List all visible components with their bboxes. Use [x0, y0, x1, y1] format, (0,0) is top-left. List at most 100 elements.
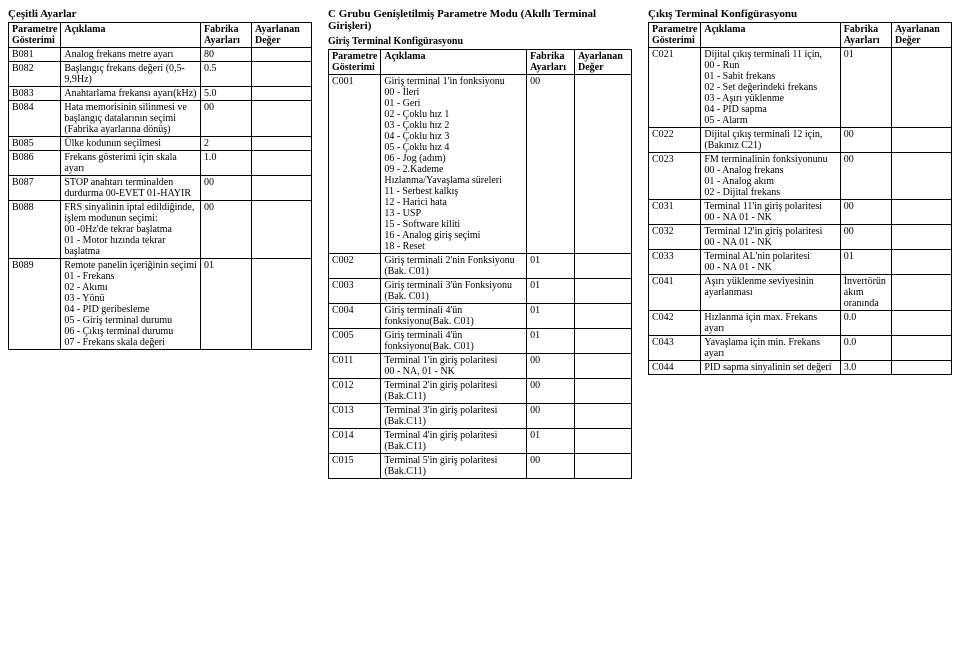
cell-param: C001	[329, 75, 381, 254]
cell-desc: Terminal 3'in giriş polaritesi (Bak.C11)	[381, 404, 527, 429]
cell-ayarlanan	[251, 62, 311, 87]
cell-fabrika: 01	[527, 304, 575, 329]
cell-desc: Dijital çıkış terminali 12 için, (Bakını…	[701, 128, 840, 153]
cell-param: C044	[649, 361, 701, 375]
table-row: C013Terminal 3'in giriş polaritesi (Bak.…	[329, 404, 632, 429]
table-row: C001Giriş terminal 1'in fonksiyonu00 - İ…	[329, 75, 632, 254]
col-cikis-terminal: Çıkış Terminal Konfigürasyonu Parametre …	[648, 8, 952, 479]
cell-desc: STOP anahtarı terminalden durdurma 00-EV…	[61, 176, 201, 201]
table-row: C011Terminal 1'in giriş polaritesi00 - N…	[329, 354, 632, 379]
cell-param: C004	[329, 304, 381, 329]
cell-desc: Giriş terminali 3'ün Fonksiyonu (Bak. C0…	[381, 279, 527, 304]
cell-param: C002	[329, 254, 381, 279]
cell-param: B087	[9, 176, 61, 201]
cell-fabrika: 01	[840, 48, 891, 128]
cell-param: C012	[329, 379, 381, 404]
th-aciklama: Açıklama	[701, 23, 840, 48]
cell-fabrika: 00	[840, 153, 891, 200]
th-param: Parametre Gösterimi	[649, 23, 701, 48]
cell-param: C041	[649, 275, 701, 311]
th-fabrika: Fabrika Ayarları	[527, 50, 575, 75]
cell-desc: Remote panelin içeriğinin seçimi01 - Fre…	[61, 259, 201, 350]
th-fabrika: Fabrika Ayarları	[201, 23, 252, 48]
cell-ayarlanan	[892, 200, 952, 225]
cell-ayarlanan	[892, 311, 952, 336]
cell-fabrika: 01	[527, 329, 575, 354]
cell-ayarlanan	[892, 153, 952, 200]
cell-param: C013	[329, 404, 381, 429]
cell-param: C033	[649, 250, 701, 275]
cell-fabrika: 0.5	[201, 62, 252, 87]
cell-ayarlanan	[892, 250, 952, 275]
table-row: C031Terminal 11'in giriş polaritesi00 - …	[649, 200, 952, 225]
table-row: C043Yavaşlama için min. Frekans ayarı0.0	[649, 336, 952, 361]
cell-desc: Aşırı yüklenme seviyesinin ayarlanması	[701, 275, 840, 311]
cell-desc: Hızlanma için max. Frekans ayarı	[701, 311, 840, 336]
table-row: C012Terminal 2'in giriş polaritesi (Bak.…	[329, 379, 632, 404]
cell-desc: Giriş terminali 4'ün fonksiyonu(Bak. C01…	[381, 329, 527, 354]
table-row: B086Frekans gösterimi için skala ayarı1.…	[9, 151, 312, 176]
cell-fabrika: 00	[201, 101, 252, 137]
cell-fabrika: 00	[527, 454, 575, 479]
cell-ayarlanan	[892, 361, 952, 375]
table1-head: Parametre Gösterimi Açıklama Fabrika Aya…	[9, 23, 312, 48]
cell-ayarlanan	[892, 128, 952, 153]
col-cesitli-ayarlar: Çeşitli Ayarlar Parametre Gösterimi Açık…	[8, 8, 312, 479]
col2-subtitle: Giriş Terminal Konfigürasyonu	[328, 36, 632, 47]
cell-desc: FM terminalinin fonksiyonunu00 - Analog …	[701, 153, 840, 200]
cell-fabrika: 1.0	[201, 151, 252, 176]
th-ayarlanan: Ayarlanan Değer	[251, 23, 311, 48]
cell-desc: Giriş terminal 1'in fonksiyonu00 - İleri…	[381, 75, 527, 254]
table-row: C003Giriş terminali 3'ün Fonksiyonu (Bak…	[329, 279, 632, 304]
cell-ayarlanan	[892, 275, 952, 311]
cell-fabrika: 00	[201, 176, 252, 201]
cell-ayarlanan	[251, 48, 311, 62]
cell-param: C021	[649, 48, 701, 128]
cell-ayarlanan	[892, 48, 952, 128]
table-row: B087STOP anahtarı terminalden durdurma 0…	[9, 176, 312, 201]
cell-fabrika: 01	[840, 250, 891, 275]
cell-param: C022	[649, 128, 701, 153]
th-param: Parametre Gösterimi	[9, 23, 61, 48]
cell-desc: Terminal AL'nin polaritesi00 - NA 01 - N…	[701, 250, 840, 275]
table-row: C042Hızlanma için max. Frekans ayarı0.0	[649, 311, 952, 336]
table-row: B089Remote panelin içeriğinin seçimi01 -…	[9, 259, 312, 350]
table-row: B082Başlangıç frekans değeri (0,5-9,9Hz)…	[9, 62, 312, 87]
cell-desc: Terminal 2'in giriş polaritesi (Bak.C11)	[381, 379, 527, 404]
cell-param: B088	[9, 201, 61, 259]
table-cikis-terminal: Parametre Gösterimi Açıklama Fabrika Aya…	[648, 22, 952, 375]
cell-param: B089	[9, 259, 61, 350]
cell-fabrika: 00	[527, 75, 575, 254]
cell-ayarlanan	[574, 329, 631, 354]
cell-desc: FRS sinyalinin iptal edildiğinde, işlem …	[61, 201, 201, 259]
th-ayarlanan: Ayarlanan Değer	[574, 50, 631, 75]
cell-param: C031	[649, 200, 701, 225]
cell-param: B083	[9, 87, 61, 101]
cell-desc: Dijital çıkış terminali 11 için,00 - Run…	[701, 48, 840, 128]
table-row: B088FRS sinyalinin iptal edildiğinde, iş…	[9, 201, 312, 259]
table-row: C023FM terminalinin fonksiyonunu00 - Ana…	[649, 153, 952, 200]
cell-ayarlanan	[251, 259, 311, 350]
cell-desc: Terminal 5'in giriş polaritesi (Bak.C11)	[381, 454, 527, 479]
table-row: C044PID sapma sinyalinin set değeri3.0	[649, 361, 952, 375]
th-aciklama: Açıklama	[61, 23, 201, 48]
cell-param: C023	[649, 153, 701, 200]
cell-desc: Terminal 1'in giriş polaritesi00 - NA, 0…	[381, 354, 527, 379]
cell-param: B085	[9, 137, 61, 151]
cell-ayarlanan	[574, 75, 631, 254]
cell-param: C003	[329, 279, 381, 304]
col-giris-terminal: C Grubu Genişletilmiş Parametre Modu (Ak…	[328, 8, 632, 479]
table-row: B081Analog frekans metre ayarı80	[9, 48, 312, 62]
cell-fabrika: 80	[201, 48, 252, 62]
cell-ayarlanan	[251, 101, 311, 137]
cell-ayarlanan	[251, 176, 311, 201]
cell-ayarlanan	[251, 151, 311, 176]
cell-param: C042	[649, 311, 701, 336]
table-row: C041Aşırı yüklenme seviyesinin ayarlanma…	[649, 275, 952, 311]
th-param: Parametre Gösterimi	[329, 50, 381, 75]
cell-ayarlanan	[574, 254, 631, 279]
col2-title: C Grubu Genişletilmiş Parametre Modu (Ak…	[328, 8, 632, 32]
table-giris-terminal: Parametre Gösterimi Açıklama Fabrika Aya…	[328, 49, 632, 479]
col3-title: Çıkış Terminal Konfigürasyonu	[648, 8, 952, 20]
cell-desc: Hata memorisinin silinmesi ve başlangıç …	[61, 101, 201, 137]
